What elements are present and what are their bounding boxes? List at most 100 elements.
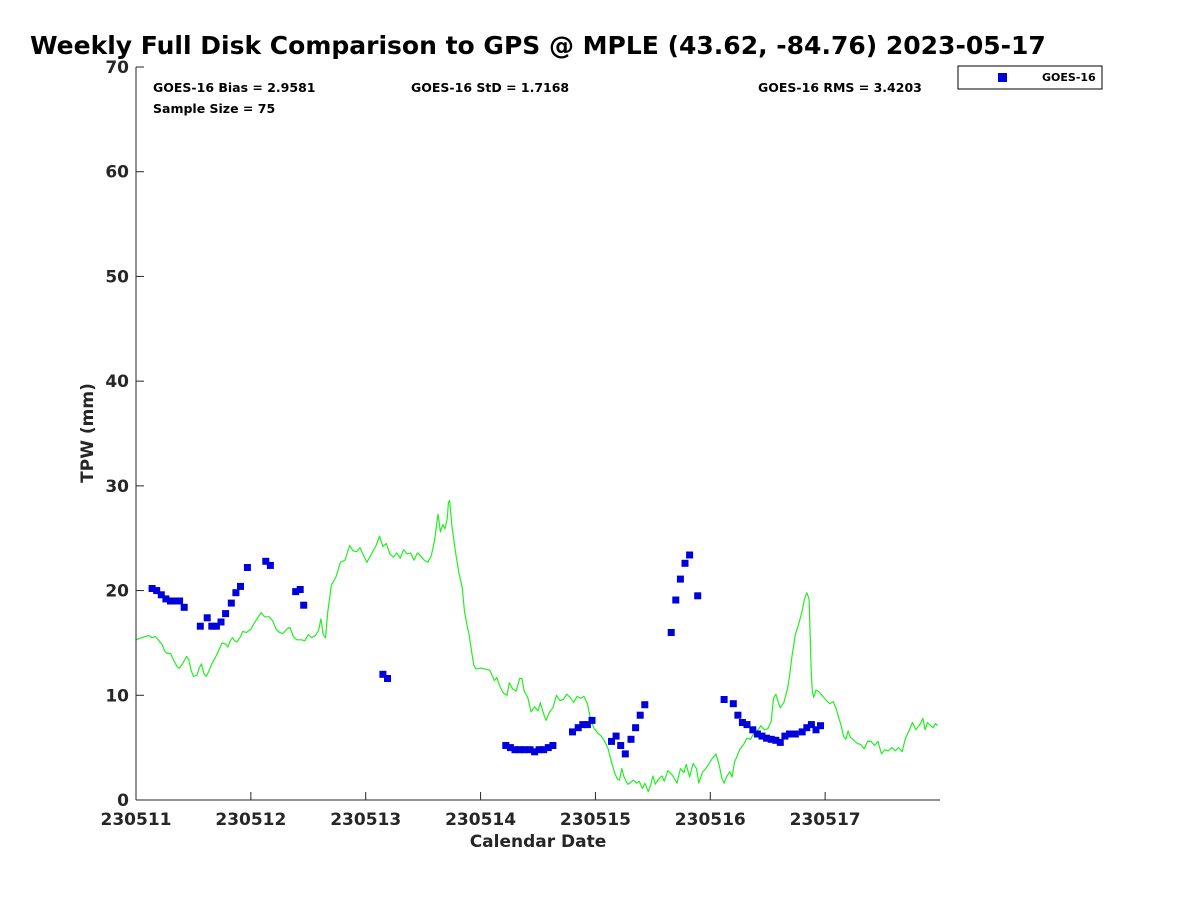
x-tick-label-1: 230512 — [215, 810, 286, 830]
goes16-point-34 — [544, 744, 552, 752]
x-tick-label-0: 230511 — [101, 810, 172, 830]
goes16-point-5 — [171, 597, 179, 605]
y-tick-label-10: 10 — [105, 686, 129, 706]
gps-line — [135, 499, 939, 793]
goes16-point-10 — [208, 622, 216, 630]
goes16-point-1 — [153, 587, 161, 595]
x-tick-label-2: 230513 — [330, 810, 401, 830]
goes16-point-23 — [379, 670, 387, 678]
goes16-point-31 — [531, 748, 539, 756]
stat-std: GOES-16 StD = 1.7168 — [411, 80, 569, 95]
y-tick-label-30: 30 — [105, 477, 129, 497]
goes16-point-48 — [641, 701, 649, 709]
axes — [135, 66, 940, 801]
goes16-point-30 — [526, 746, 534, 754]
goes16-point-64 — [767, 735, 775, 743]
goes16-point-73 — [812, 726, 820, 734]
goes16-point-2 — [157, 591, 165, 599]
goes16-point-3 — [162, 595, 170, 603]
goes16-point-20 — [292, 588, 300, 596]
goes16-point-40 — [588, 716, 596, 724]
stat-rms: GOES-16 RMS = 3.4203 — [758, 80, 922, 95]
goes16-point-43 — [617, 742, 625, 749]
goes16-point-26 — [506, 744, 514, 752]
goes16-point-51 — [676, 575, 684, 583]
goes16-point-63 — [763, 734, 771, 742]
goes16-point-59 — [743, 721, 751, 729]
y-tick-label-70: 70 — [105, 58, 129, 78]
tick-labels: 0 10 20 30 40 50 60 70 230511 230512 230513 230514 2… — [101, 58, 861, 830]
goes16-point-4 — [167, 597, 174, 605]
goes16-point-49 — [667, 629, 675, 636]
plot-area — [136, 67, 940, 800]
goes16-point-14 — [227, 599, 235, 607]
goes16-point-57 — [734, 711, 742, 719]
goes16-point-25 — [502, 742, 510, 749]
x-tick-label-5: 230516 — [675, 810, 746, 830]
goes16-point-68 — [786, 730, 793, 738]
goes16-point-37 — [574, 724, 582, 732]
goes16-point-65 — [772, 736, 780, 744]
y-tick-label-60: 60 — [105, 163, 129, 183]
goes16-point-46 — [632, 724, 640, 732]
y-tick-label-20: 20 — [105, 582, 129, 602]
goes16-point-55 — [720, 696, 728, 703]
goes16-point-52 — [681, 559, 689, 567]
goes16-point-50 — [672, 596, 680, 604]
x-tick-label-4: 230515 — [560, 810, 631, 830]
stat-sample-size: Sample Size = 75 — [153, 101, 275, 116]
goes16-point-69 — [791, 730, 799, 738]
y-tick-label-50: 50 — [105, 267, 129, 287]
goes16-point-6 — [176, 597, 184, 605]
stat-bias: GOES-16 Bias = 2.9581 — [153, 80, 315, 95]
goes16-point-32 — [535, 746, 543, 754]
x-axis-label: Calendar Date — [470, 832, 607, 852]
goes16-point-18 — [262, 557, 270, 565]
goes16-point-21 — [296, 586, 304, 593]
goes16-point-19 — [266, 561, 274, 569]
goes16-point-61 — [753, 730, 761, 738]
gps-series — [135, 499, 939, 793]
goes16-series — [148, 551, 824, 758]
goes16-point-36 — [569, 728, 576, 736]
y-tick-label-0: 0 — [117, 791, 129, 811]
goes16-point-7 — [180, 603, 188, 611]
goes16-point-72 — [807, 721, 815, 729]
goes16-point-11 — [212, 622, 220, 630]
goes16-point-28 — [516, 746, 524, 754]
chart-title: Weekly Full Disk Comparison to GPS @ MPL… — [30, 31, 1046, 60]
goes16-point-67 — [781, 732, 789, 740]
legend-marker — [998, 73, 1007, 82]
y-axis-label: TPW (mm) — [78, 383, 98, 483]
goes16-point-24 — [384, 675, 391, 682]
goes16-point-47 — [636, 711, 644, 719]
goes16-point-29 — [520, 746, 528, 754]
legend-box — [957, 65, 1103, 90]
goes16-point-27 — [511, 746, 519, 754]
x-tick-label-3: 230514 — [445, 810, 516, 830]
goes16-point-38 — [579, 721, 587, 729]
goes16-point-54 — [694, 592, 702, 600]
goes16-point-42 — [612, 732, 620, 740]
goes16-point-44 — [621, 750, 629, 758]
goes16-point-60 — [749, 726, 757, 734]
goes16-point-53 — [686, 551, 694, 559]
goes16-point-66 — [776, 738, 784, 746]
goes16-point-15 — [232, 589, 240, 597]
goes16-point-16 — [237, 582, 244, 590]
goes16-point-56 — [729, 700, 737, 708]
goes16-point-71 — [803, 724, 811, 732]
goes16-point-22 — [300, 601, 308, 609]
goes16-point-13 — [222, 610, 230, 618]
legend-label: GOES-16 — [1042, 71, 1096, 84]
goes16-point-58 — [738, 719, 746, 726]
y-tick-label-40: 40 — [105, 372, 129, 392]
goes16-point-70 — [798, 728, 806, 736]
goes16-point-0 — [148, 585, 156, 592]
goes16-point-12 — [217, 618, 225, 626]
goes16-point-41 — [608, 737, 615, 745]
goes16-point-9 — [203, 614, 211, 622]
goes16-point-45 — [627, 735, 635, 743]
goes16-point-17 — [243, 564, 251, 571]
